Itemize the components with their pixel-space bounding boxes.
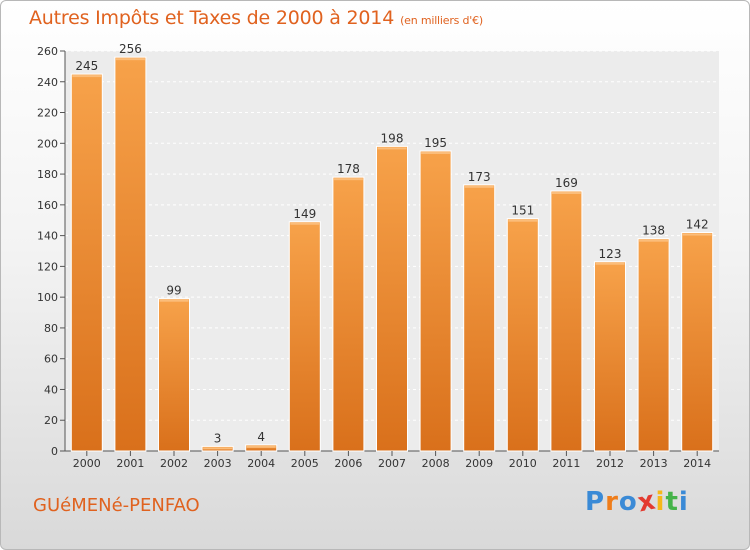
data-label: 123	[599, 247, 622, 261]
x-tick-label: 2000	[73, 457, 101, 470]
x-tick-label: 2004	[247, 457, 275, 470]
data-label: 138	[642, 224, 665, 238]
logo-letter: i	[678, 487, 689, 517]
y-tick-label: 200	[37, 137, 58, 150]
logo-letter: t	[665, 487, 679, 517]
bar	[114, 56, 147, 452]
bar-highlight	[464, 185, 494, 188]
logo-letter: P	[585, 487, 606, 517]
y-tick-label: 100	[37, 291, 58, 304]
bar-highlight	[333, 178, 363, 181]
bar-highlight	[159, 299, 189, 302]
data-label: 99	[166, 284, 181, 298]
x-tick-label: 2011	[552, 457, 580, 470]
bar-highlight	[290, 222, 320, 225]
bar	[376, 145, 408, 452]
bar-highlight	[682, 233, 712, 236]
y-tick-label: 140	[37, 230, 58, 243]
y-tick-label: 260	[37, 45, 58, 58]
bar	[637, 238, 670, 452]
data-label: 256	[119, 42, 142, 56]
bar	[288, 221, 321, 452]
bar-highlight	[246, 445, 276, 448]
bar	[332, 176, 365, 452]
bar-highlight	[421, 152, 451, 154]
data-label: 195	[424, 136, 447, 150]
data-label: 173	[468, 170, 491, 184]
y-tick-label: 0	[51, 445, 58, 458]
bar	[506, 218, 539, 452]
y-tick-label: 40	[44, 383, 58, 396]
y-tick-label: 20	[44, 414, 58, 427]
commune-name: GUéMENé-PENFAO	[33, 495, 200, 516]
bar	[70, 73, 103, 452]
bar	[158, 298, 190, 452]
data-label: 151	[511, 204, 534, 218]
bar-highlight	[639, 239, 669, 242]
data-label: 245	[75, 59, 98, 73]
bar-highlight	[508, 219, 538, 222]
bar	[419, 150, 452, 452]
data-label: 4	[257, 430, 265, 444]
data-label: 3	[214, 431, 222, 445]
bar-highlight	[595, 262, 625, 265]
y-tick-label: 180	[37, 168, 58, 181]
bar-highlight	[377, 147, 407, 150]
chart-title-text: Autres Impôts et Taxes de 2000 à 2014	[29, 7, 395, 29]
x-tick-label: 2008	[422, 457, 450, 470]
data-label: 142	[686, 218, 709, 232]
x-tick-label: 2005	[291, 457, 319, 470]
logo-letter: i	[655, 487, 666, 517]
data-label: 169	[555, 176, 578, 190]
x-tick-label: 2013	[640, 457, 668, 470]
chart-subtitle: (en milliers d'€)	[400, 14, 483, 27]
data-label: 178	[337, 162, 360, 176]
y-tick-label: 220	[37, 107, 58, 120]
data-label: 149	[293, 207, 316, 221]
x-tick-label: 2001	[116, 457, 144, 470]
x-tick-label: 2014	[683, 457, 711, 470]
x-tick-label: 2010	[509, 457, 537, 470]
y-tick-label: 120	[37, 260, 58, 273]
x-tick-label: 2006	[334, 457, 362, 470]
bar-highlight	[203, 447, 233, 450]
y-tick-label: 240	[37, 76, 58, 89]
x-tick-label: 2009	[465, 457, 493, 470]
x-tick-label: 2003	[204, 457, 232, 470]
x-tick-label: 2002	[160, 457, 188, 470]
bar-highlight	[551, 192, 581, 194]
bar	[245, 444, 278, 452]
data-label: 198	[381, 131, 404, 145]
bar-highlight	[115, 58, 145, 61]
bar	[681, 232, 714, 452]
bar	[550, 190, 583, 452]
logo-letter: r	[605, 487, 619, 517]
x-tick-label: 2012	[596, 457, 624, 470]
bar-highlight	[72, 75, 102, 78]
proxiti-logo: Proxiti	[585, 485, 689, 518]
y-tick-label: 60	[44, 353, 58, 366]
logo-letter: o	[618, 487, 638, 517]
bar	[594, 261, 626, 452]
y-tick-label: 80	[44, 322, 58, 335]
x-tick-label: 2007	[378, 457, 406, 470]
y-tick-label: 160	[37, 199, 58, 212]
chart-title: Autres Impôts et Taxes de 2000 à 2014 (en…	[29, 7, 483, 29]
bar	[463, 184, 496, 452]
